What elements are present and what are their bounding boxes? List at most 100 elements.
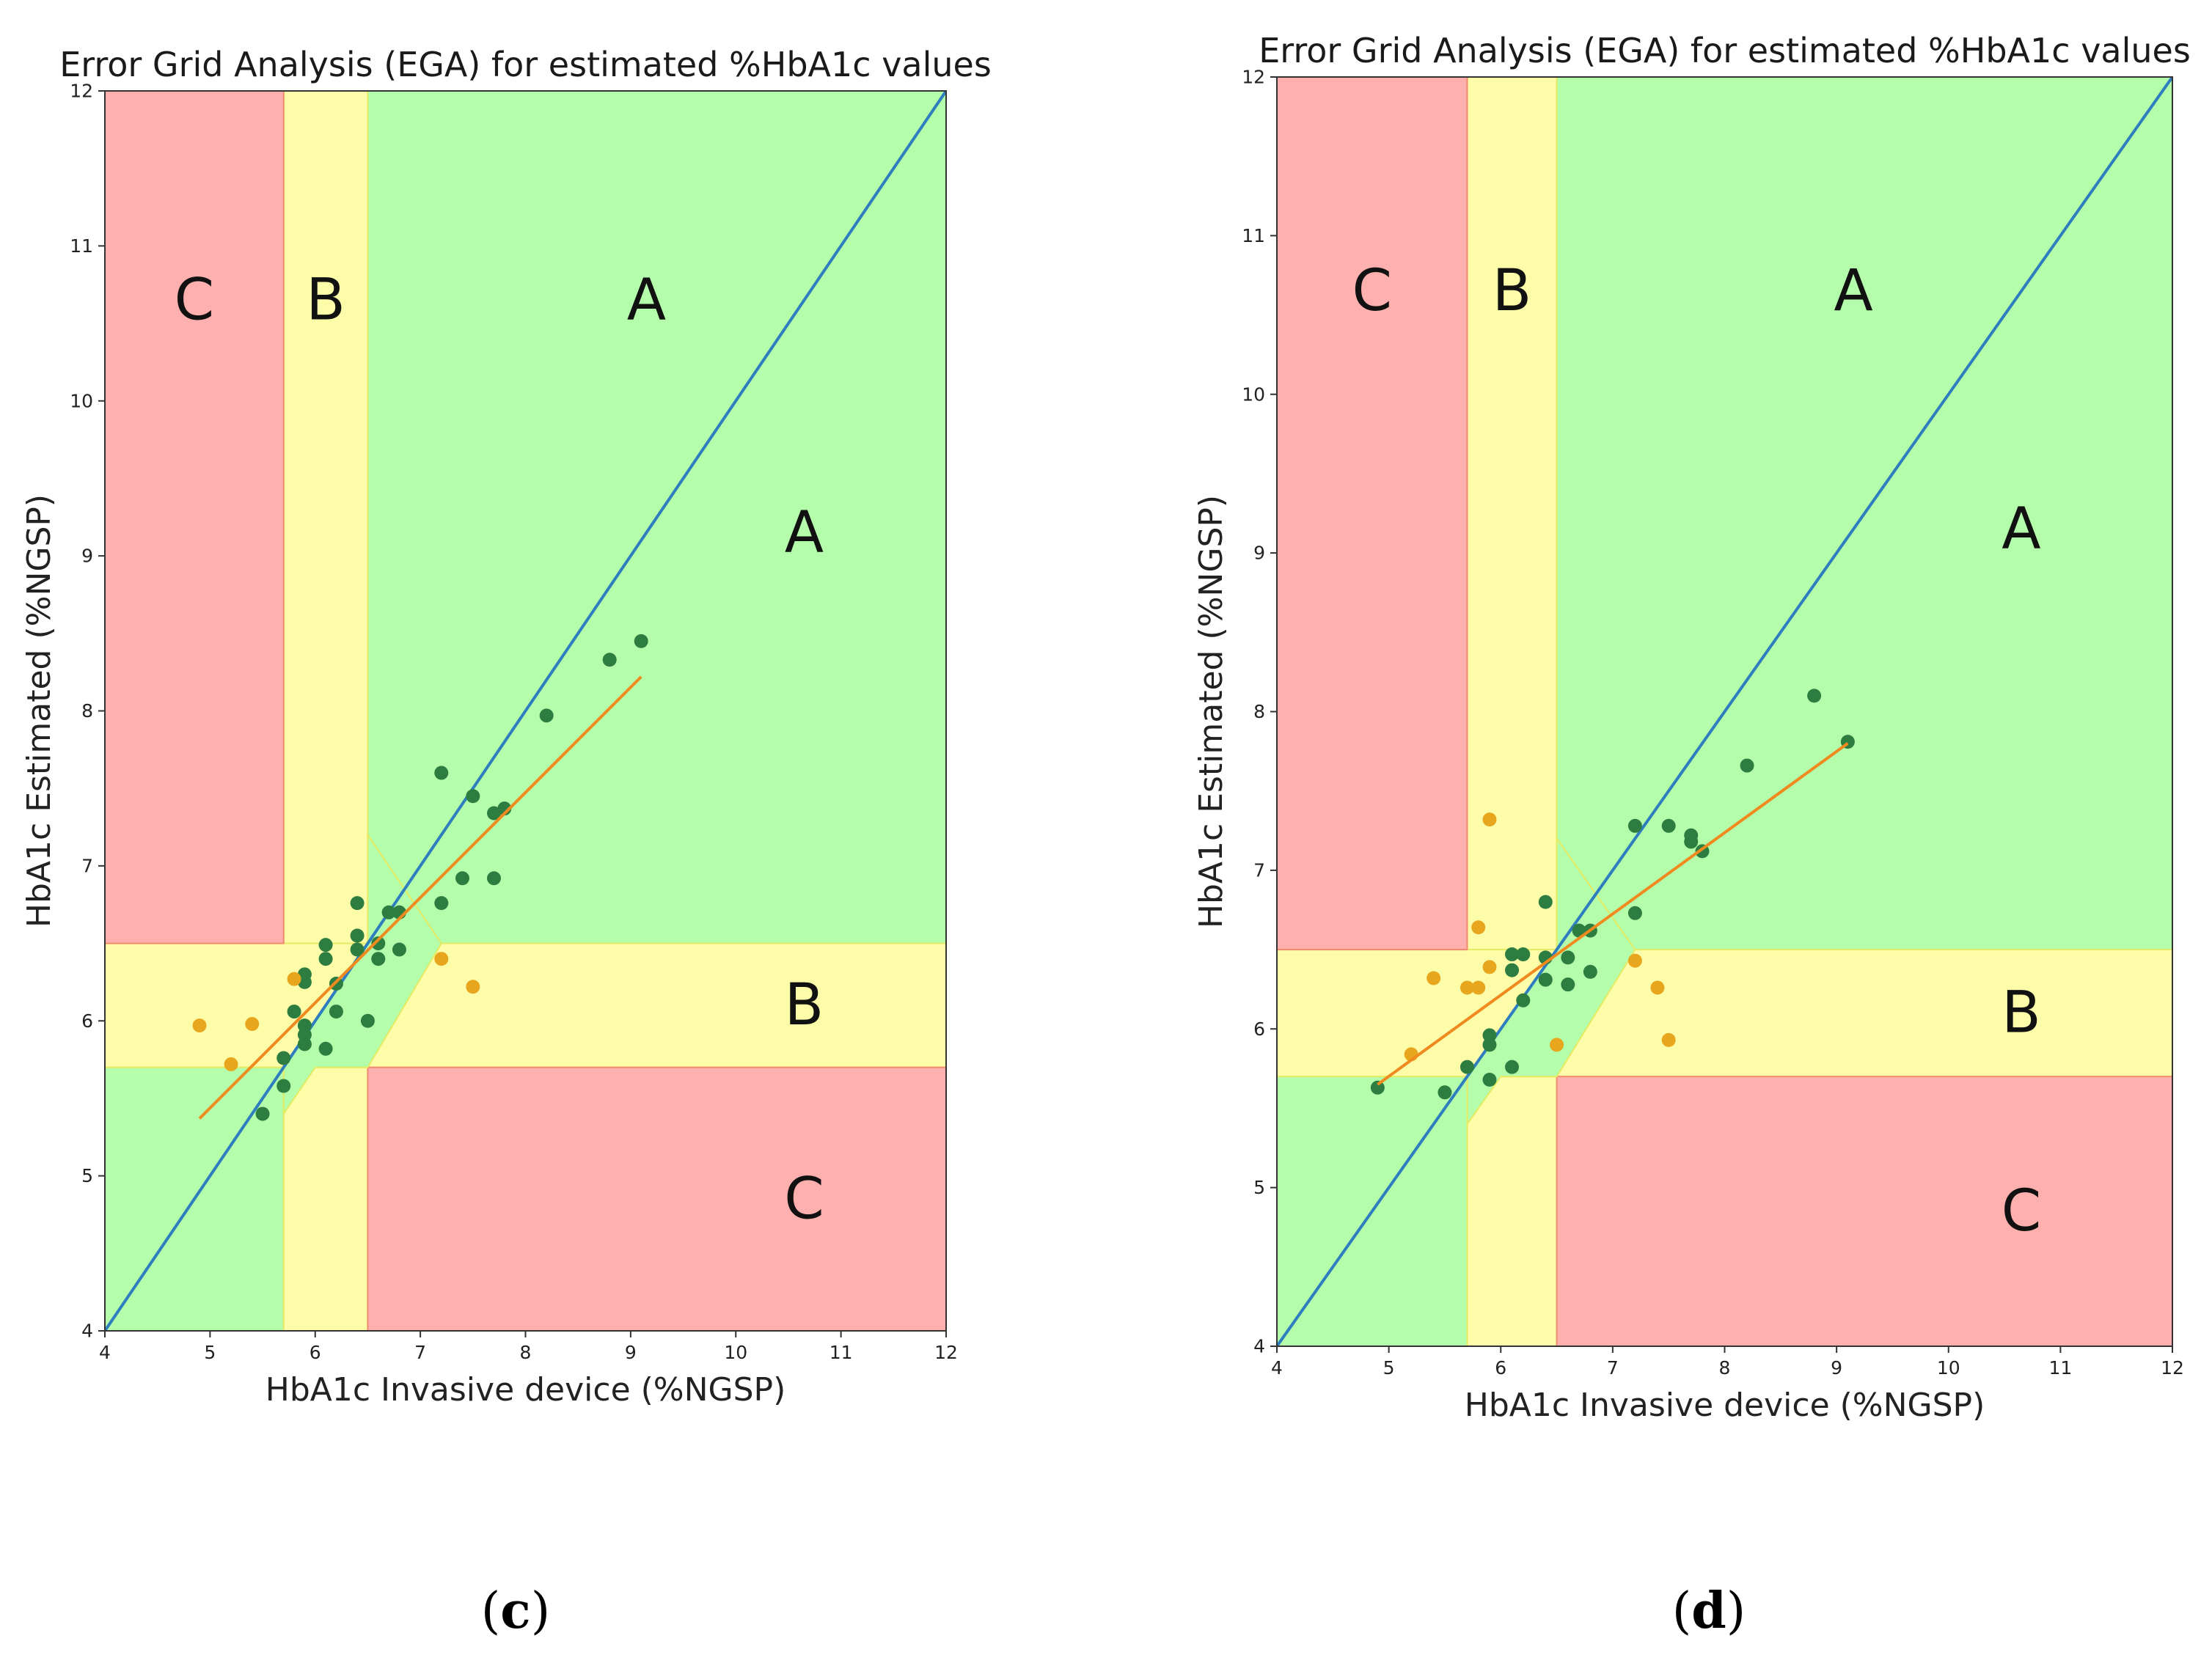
data-point-zone-a-23	[434, 896, 449, 911]
zone-label-a: A	[785, 499, 824, 565]
x-tick-label: 4	[99, 1342, 111, 1363]
data-point-zone-a-3	[287, 1005, 301, 1019]
caption-open-paren: (	[1672, 1582, 1692, 1640]
data-point-zone-a-15	[350, 928, 365, 943]
data-point-zone-b-4	[434, 952, 449, 966]
data-point-zone-a-30	[539, 708, 554, 723]
x-axis-label: HbA1c Invasive device (%NGSP)	[1465, 1387, 1985, 1424]
y-tick-label: 9	[1253, 543, 1265, 564]
zone-label-a: A	[1834, 258, 1872, 324]
data-point-zone-b-9	[1650, 980, 1665, 995]
data-point-zone-a-5	[1482, 1028, 1497, 1043]
y-tick-label: 4	[81, 1321, 93, 1342]
data-point-zone-a-8	[1505, 947, 1520, 962]
data-point-zone-b-8	[1627, 953, 1642, 968]
y-tick-label: 11	[70, 235, 93, 257]
x-tick-label: 12	[934, 1342, 958, 1363]
data-point-zone-a-26	[466, 789, 480, 804]
y-tick-label: 12	[70, 81, 93, 102]
x-tick-label: 5	[204, 1342, 216, 1363]
y-tick-label: 5	[1253, 1177, 1265, 1198]
data-point-zone-b-1	[224, 1057, 238, 1071]
data-point-zone-b-3	[287, 972, 301, 986]
data-point-zone-a-9	[318, 1041, 333, 1056]
data-point-zone-b-5	[466, 980, 480, 994]
plot-area	[105, 91, 946, 1331]
data-point-zone-a-2	[1460, 1060, 1474, 1074]
chart-title: Error Grid Analysis (EGA) for estimated …	[1259, 31, 2191, 70]
x-tick-label: 6	[1495, 1357, 1506, 1379]
data-point-zone-b-5	[1482, 960, 1497, 974]
data-point-zone-a-13	[1538, 895, 1553, 909]
data-point-zone-a-12	[329, 1005, 343, 1019]
zone-label-a: A	[2002, 496, 2040, 562]
y-tick-label: 8	[81, 700, 93, 722]
y-tick-label: 10	[70, 390, 93, 411]
y-tick-label: 6	[1253, 1018, 1265, 1040]
x-tick-label: 9	[1831, 1357, 1842, 1379]
y-tick-label: 7	[81, 855, 93, 876]
data-point-zone-a-21	[1661, 818, 1676, 833]
data-point-zone-b-3	[1471, 980, 1486, 995]
data-point-zone-a-20	[1627, 818, 1642, 833]
data-point-zone-a-18	[371, 952, 386, 966]
panel-caption: (d)	[1672, 1582, 1746, 1640]
y-tick-label: 12	[1242, 67, 1265, 88]
zone-c-upper-left	[105, 91, 285, 944]
data-point-zone-a-25	[455, 871, 469, 886]
zone-b-vertical-strip	[282, 91, 369, 1331]
data-point-zone-a-15	[1561, 950, 1575, 965]
x-tick-label: 11	[830, 1342, 853, 1363]
x-tick-label: 7	[1607, 1357, 1619, 1379]
data-point-zone-a-19	[1627, 906, 1642, 920]
zone-label-c: C	[784, 1166, 824, 1232]
caption-letter: d	[1691, 1582, 1726, 1640]
data-point-zone-a-16	[350, 896, 365, 911]
data-point-zone-a-32	[634, 634, 648, 648]
y-axis-label: HbA1c Estimated (%NGSP)	[21, 494, 58, 928]
x-tick-label: 10	[724, 1342, 747, 1363]
data-point-zone-a-8	[297, 967, 312, 982]
data-point-zone-b-4	[1471, 920, 1486, 935]
identity-line	[1277, 77, 2172, 1346]
data-point-zone-a-2	[276, 1051, 291, 1065]
zone-b-horizontal-strip	[1277, 949, 2172, 1078]
data-point-zone-a-25	[1740, 758, 1754, 773]
zone-c-upper-left	[1277, 77, 1468, 951]
identity-line	[105, 91, 946, 1331]
fit-line	[1377, 742, 1849, 1086]
zone-label-b: B	[1493, 258, 1532, 324]
zone-c-lower-right	[367, 1066, 946, 1331]
x-tick-label: 6	[310, 1342, 321, 1363]
y-tick-label: 7	[1253, 859, 1265, 881]
data-point-zone-a-26	[1807, 689, 1822, 703]
x-tick-label: 8	[520, 1342, 532, 1363]
zone-label-b: B	[2002, 980, 2041, 1046]
data-point-zone-a-14	[350, 942, 365, 957]
y-tick-label: 5	[81, 1165, 93, 1186]
data-point-zone-a-27	[486, 871, 501, 886]
data-point-zone-a-3	[1482, 1072, 1497, 1087]
data-point-zone-a-19	[371, 936, 386, 951]
data-point-zone-a-20	[381, 905, 396, 919]
data-point-zone-a-7	[1505, 963, 1520, 977]
data-point-zone-a-9	[1516, 993, 1531, 1007]
data-point-zone-a-23	[1684, 828, 1699, 842]
data-point-zone-a-14	[1561, 977, 1575, 992]
x-axis-label: HbA1c Invasive device (%NGSP)	[265, 1371, 786, 1409]
y-tick-label: 9	[81, 546, 93, 567]
zone-b-vertical-strip	[1466, 77, 1558, 1346]
data-point-zone-a-28	[486, 806, 501, 821]
zone-label-b: B	[785, 972, 824, 1038]
y-axis-label: HbA1c Estimated (%NGSP)	[1193, 495, 1230, 928]
fit-line	[198, 675, 642, 1120]
data-point-zone-a-6	[297, 1018, 312, 1033]
data-point-zone-a-4	[1482, 1038, 1497, 1052]
x-tick-label: 11	[2048, 1357, 2072, 1379]
data-point-zone-a-11	[318, 938, 333, 952]
data-point-zone-b-1	[1427, 971, 1441, 985]
y-tick-label: 8	[1253, 701, 1265, 722]
data-point-zone-b-10	[1661, 1032, 1676, 1047]
